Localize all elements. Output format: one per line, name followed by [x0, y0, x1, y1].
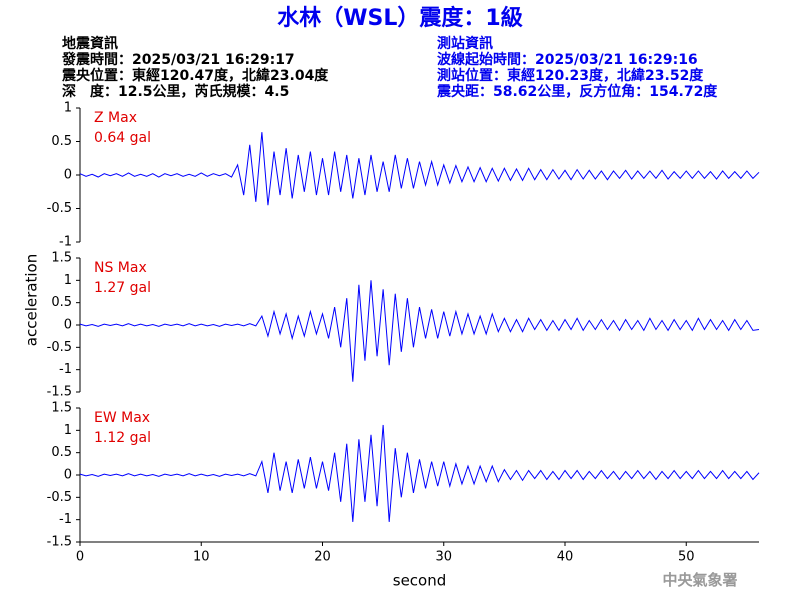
- y-tick-label: -0.5: [47, 340, 72, 355]
- y-tick-label: 1.5: [51, 251, 72, 266]
- station-info: 測站資訊: [437, 35, 493, 52]
- watermark: 中央氣象署: [662, 571, 737, 589]
- annotation: 0.64 gal: [94, 130, 151, 146]
- x-tick-label: 40: [557, 550, 574, 565]
- y-tick-label: 0.5: [51, 295, 72, 310]
- x-axis-label: second: [393, 572, 447, 590]
- y-axis-label: acceleration: [23, 254, 41, 346]
- annotation: 1.27 gal: [94, 280, 151, 296]
- y-tick-label: 1.5: [51, 401, 72, 416]
- event-info: 地震資訊: [62, 35, 118, 52]
- event-info: 震央位置：東經120.47度，北緯23.04度: [61, 67, 329, 84]
- y-tick-label: 1: [64, 101, 72, 116]
- y-tick-label: 0: [64, 168, 72, 183]
- annotation: NS Max: [94, 260, 147, 276]
- event-info: 發震時間：2025/03/21 16:29:17: [61, 51, 295, 68]
- station-info: 波線起始時間：2025/03/21 16:29:16: [437, 51, 698, 68]
- waveform: [79, 132, 760, 206]
- y-tick-label: -0.5: [47, 490, 72, 505]
- y-tick-label: -1: [59, 512, 72, 527]
- chart-title: 水林（WSL）震度：1級: [277, 5, 522, 31]
- station-info: 測站位置：東經120.23度，北緯23.52度: [437, 67, 704, 84]
- y-tick-label: -0.5: [47, 201, 72, 216]
- y-tick-label: 0: [64, 468, 72, 483]
- x-tick-label: 30: [435, 550, 452, 565]
- waveform: [79, 424, 760, 522]
- x-tick-label: 20: [314, 550, 331, 565]
- event-info: 深 度：12.5公里，芮氏規模：4.5: [62, 83, 289, 100]
- y-tick-label: 1: [64, 273, 72, 288]
- y-tick-label: -1.5: [47, 535, 72, 550]
- y-tick-label: 0.5: [51, 445, 72, 460]
- annotation: Z Max: [94, 110, 137, 126]
- y-tick-label: -1.5: [47, 385, 72, 400]
- waveform: [79, 280, 760, 382]
- x-tick-label: 0: [76, 550, 84, 565]
- y-tick-label: 0.5: [51, 134, 72, 149]
- x-tick-label: 10: [193, 550, 210, 565]
- y-tick-label: 0: [64, 318, 72, 333]
- y-tick-label: 1: [64, 423, 72, 438]
- annotation: 1.12 gal: [94, 430, 151, 446]
- station-info: 震央距：58.62公里，反方位角：154.72度: [436, 83, 718, 100]
- annotation: EW Max: [94, 410, 150, 426]
- x-tick-label: 50: [678, 550, 695, 565]
- y-tick-label: -1: [59, 235, 72, 250]
- y-tick-label: -1: [59, 362, 72, 377]
